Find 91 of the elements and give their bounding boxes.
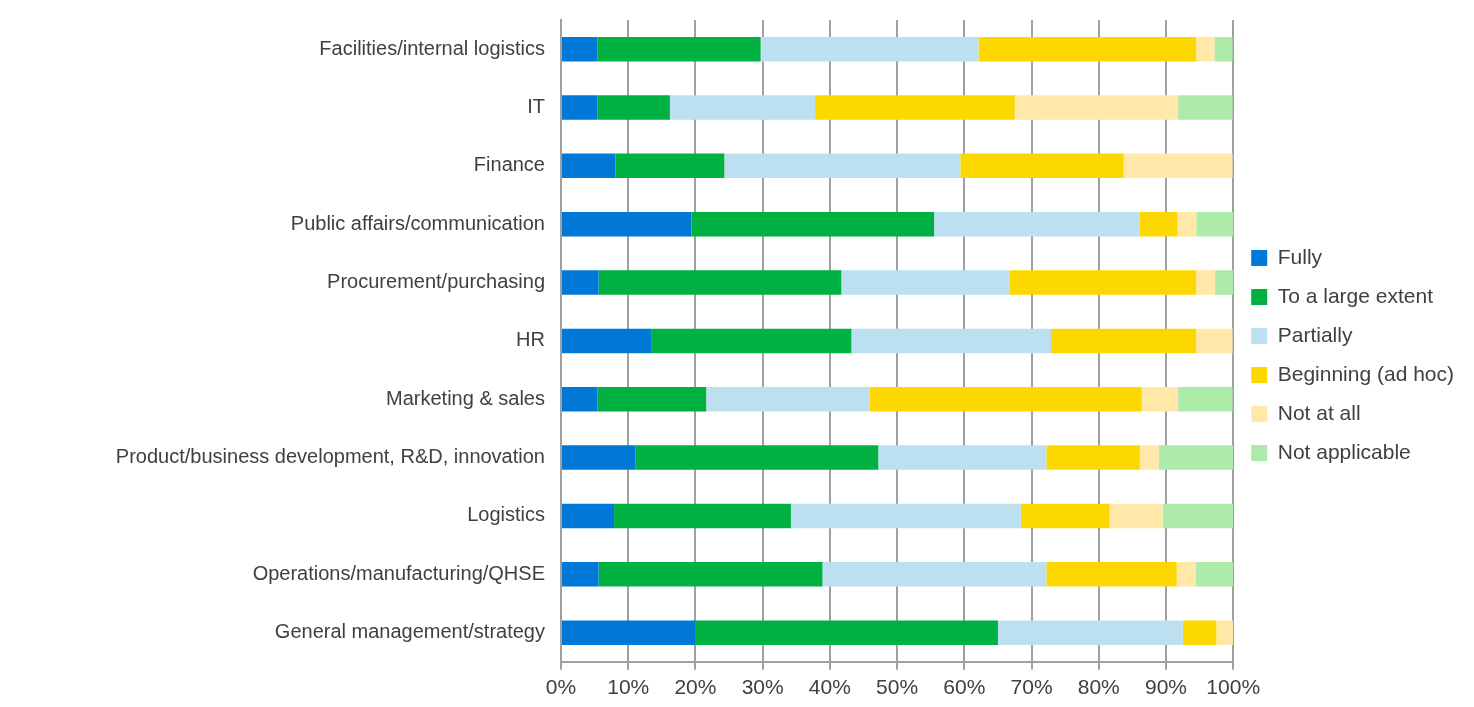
bar [960, 153, 1124, 179]
bar [1214, 36, 1233, 62]
bar [562, 211, 692, 237]
bar [562, 36, 598, 62]
bar [1162, 503, 1234, 529]
bar [598, 270, 842, 295]
y-tick-label: Public affairs/communication [290, 211, 545, 234]
bar [695, 620, 998, 645]
bar [997, 620, 1183, 645]
bar [597, 36, 761, 62]
legend-label: Partially [1277, 322, 1353, 346]
bar [851, 328, 1052, 354]
y-tick-label: Facilities/internal logistics [319, 36, 545, 59]
bar [1177, 211, 1197, 237]
bar [1020, 503, 1110, 529]
bar [869, 386, 1142, 412]
bar [1051, 328, 1197, 354]
bar [635, 445, 879, 470]
legend-label: Not applicable [1277, 439, 1411, 463]
bar [1178, 386, 1233, 412]
bar [1046, 562, 1177, 587]
bar [760, 36, 979, 62]
bar [822, 562, 1047, 587]
bar [562, 562, 599, 587]
bar [562, 620, 696, 645]
bar [562, 95, 598, 120]
bar [597, 95, 670, 120]
x-tick-label: 40% [808, 675, 851, 699]
bar [878, 445, 1047, 470]
bar [1196, 328, 1233, 354]
bar [724, 153, 961, 179]
y-tick-label: General management/strategy [274, 620, 545, 643]
bar [1196, 270, 1216, 295]
bar [1215, 270, 1234, 295]
bar [1139, 211, 1178, 237]
bar [1176, 562, 1196, 587]
bar [1046, 445, 1140, 470]
x-tick-label: 80% [1077, 675, 1120, 699]
bar [562, 445, 636, 470]
bar [1195, 562, 1234, 587]
x-tick-label: 90% [1144, 675, 1188, 699]
legend-label: To a large extent [1277, 283, 1434, 307]
x-tick-label: 70% [1010, 675, 1053, 699]
bar [1196, 211, 1234, 237]
bar [1123, 153, 1233, 179]
y-tick-label: HR [516, 328, 545, 351]
bar [1182, 620, 1217, 645]
bar [790, 503, 1021, 529]
bar [1141, 386, 1179, 412]
bar [562, 153, 616, 179]
bar [615, 153, 725, 179]
y-tick-label: IT [527, 95, 545, 118]
bar [562, 328, 652, 354]
legend-label: Fully [1277, 244, 1323, 268]
bar [669, 95, 816, 120]
bar [978, 36, 1197, 62]
y-tick-label: Procurement/purchasing [327, 270, 545, 293]
bar [651, 328, 852, 354]
bar [1216, 620, 1234, 645]
x-tick-label: 30% [741, 675, 784, 699]
bar [934, 211, 1140, 237]
bar [562, 386, 598, 412]
x-tick-label: 0% [545, 675, 577, 699]
y-tick-label: Operations/manufacturing/QHSE [252, 561, 545, 584]
y-tick-label: Product/business development, R&D, innovation [115, 445, 545, 468]
bar [562, 503, 615, 529]
x-tick-label: 10% [607, 675, 650, 699]
bar [691, 211, 935, 237]
y-tick-label: Finance [473, 153, 545, 176]
bar [815, 95, 1015, 120]
x-tick-label: 50% [876, 675, 919, 699]
bar [597, 386, 707, 412]
bar [598, 562, 823, 587]
bar [1109, 503, 1163, 529]
legend-label: Beginning (ad hoc) [1277, 361, 1455, 385]
x-tick-label: 100% [1206, 675, 1261, 699]
x-tick-label: 60% [943, 675, 986, 699]
bar [1014, 95, 1179, 120]
legend-label: Not at all [1277, 400, 1361, 424]
x-tick-label: 20% [674, 675, 717, 699]
bar [614, 503, 791, 529]
bar [1009, 270, 1197, 295]
bar [1139, 445, 1159, 470]
bar [1178, 95, 1233, 120]
bar [562, 270, 599, 295]
bar [1158, 445, 1234, 470]
bar [841, 270, 1010, 295]
y-tick-label: Logistics [467, 503, 545, 526]
y-tick-label: Marketing & sales [386, 386, 545, 409]
bar [706, 386, 870, 412]
bar [1196, 36, 1215, 62]
